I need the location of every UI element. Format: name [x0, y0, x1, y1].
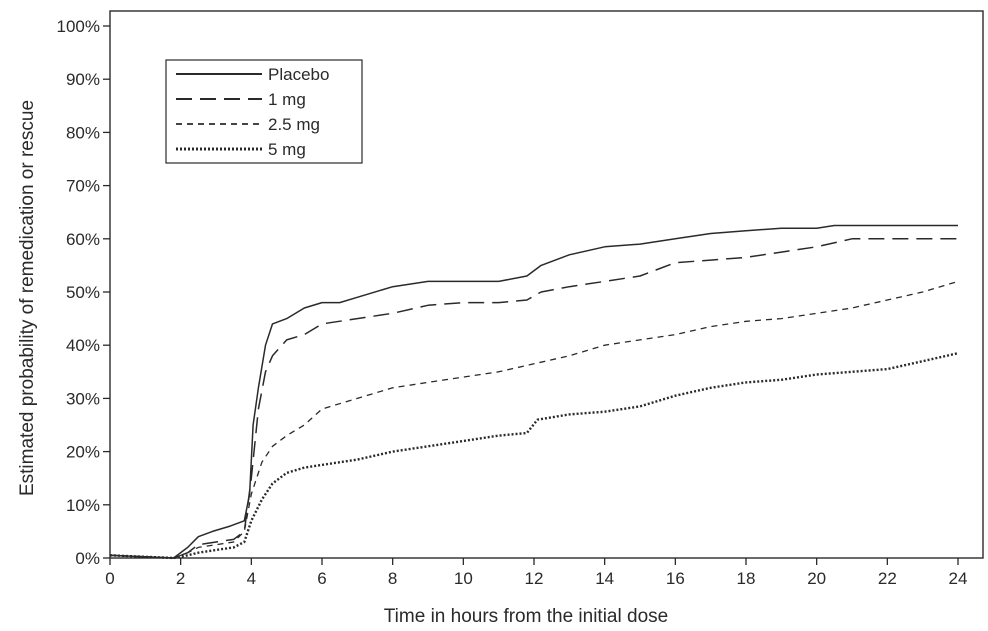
legend-label: Placebo — [268, 65, 329, 84]
series-line-5-mg — [109, 352, 959, 560]
y-tick-label: 80% — [66, 123, 100, 142]
y-tick-label: 50% — [66, 283, 100, 302]
y-axis: 0% 10% 20% 30% 40% 50% 60% 70% 80% 90% 100% — [57, 17, 110, 568]
x-tick-label: 20 — [807, 569, 826, 588]
legend-label: 2.5 mg — [268, 115, 320, 134]
series-line-2-5-mg — [109, 280, 959, 559]
y-tick-label: 10% — [66, 496, 100, 515]
x-tick-label: 0 — [105, 569, 114, 588]
x-tick-label: 24 — [949, 569, 968, 588]
y-tick-label: 20% — [66, 443, 100, 462]
y-tick-label: 100% — [57, 17, 100, 36]
y-tick-label: 70% — [66, 177, 100, 196]
plot-area — [109, 10, 984, 559]
x-tick-label: 16 — [666, 569, 685, 588]
plot-frame — [109, 10, 984, 559]
legend-items: Placebo 1 mg 2.5 mg 5 mg — [176, 65, 329, 159]
x-tick-label: 14 — [595, 569, 614, 588]
x-tick-label: 2 — [176, 569, 185, 588]
x-tick-label: 12 — [525, 569, 544, 588]
y-tick-label: 0% — [75, 549, 100, 568]
x-tick-label: 10 — [454, 569, 473, 588]
x-tick-label: 8 — [388, 569, 397, 588]
legend: Placebo 1 mg 2.5 mg 5 mg — [165, 59, 363, 164]
legend-label: 5 mg — [268, 140, 306, 159]
series-line-placebo — [109, 224, 958, 559]
legend-label: 1 mg — [268, 90, 306, 109]
y-axis-label: Estimated probability of remedication or… — [17, 100, 38, 496]
x-tick-label: 22 — [878, 569, 897, 588]
x-axis: 0 2 4 6 8 10 12 14 16 18 20 22 24 — [105, 558, 967, 588]
x-tick-label: 4 — [247, 569, 256, 588]
x-axis-label: Time in hours from the initial dose — [384, 606, 668, 627]
y-tick-label: 90% — [66, 70, 100, 89]
series-line-1-mg — [109, 238, 958, 559]
x-tick-label: 6 — [317, 569, 326, 588]
y-tick-label: 40% — [66, 336, 100, 355]
legend-box — [165, 59, 363, 164]
x-tick-label: 18 — [737, 569, 756, 588]
y-tick-label: 60% — [66, 230, 100, 249]
series-lines — [109, 224, 959, 560]
y-tick-label: 30% — [66, 389, 100, 408]
